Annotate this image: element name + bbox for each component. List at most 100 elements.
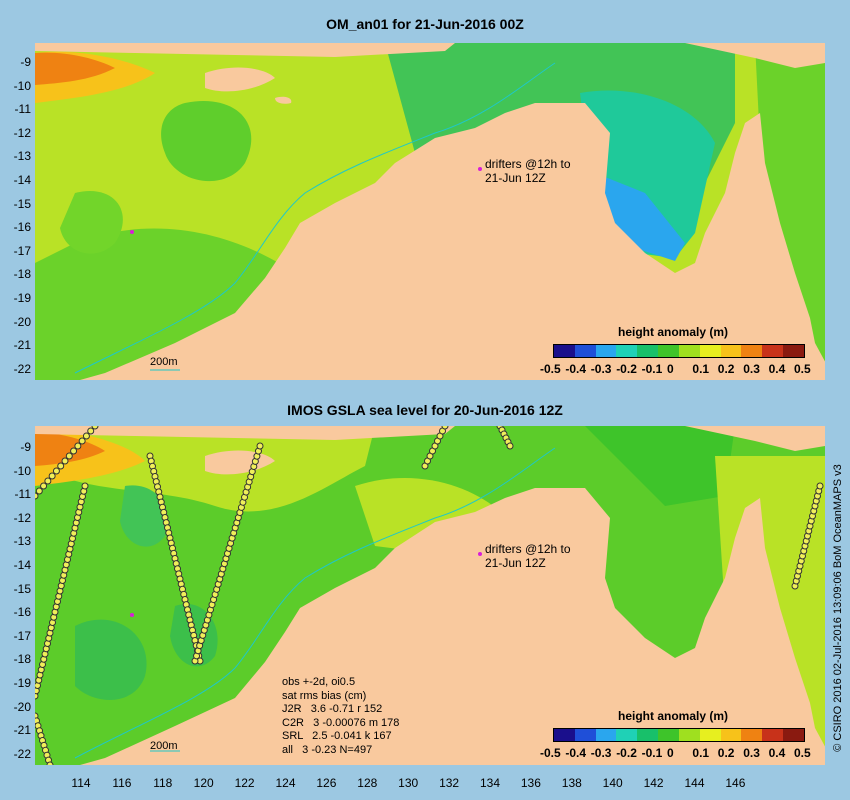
colorbar-tick: 0.1 <box>692 362 710 376</box>
altimeter-obs <box>48 472 56 480</box>
altimeter-obs <box>35 492 39 500</box>
colorbar-swatch <box>678 345 700 357</box>
lon-tick: 146 <box>725 776 746 790</box>
colorbar-tick: 0.4 <box>768 746 786 760</box>
altimeter-obs <box>40 482 48 490</box>
altimeter-obs <box>81 482 89 490</box>
bottom-colorbar <box>553 728 805 742</box>
drifter-point <box>130 230 134 234</box>
drifter-point <box>478 167 482 171</box>
altimeter-obs <box>816 482 824 490</box>
colorbar-swatch <box>783 729 804 741</box>
altimeter-obs <box>506 442 514 450</box>
colorbar-tick: -0.5 <box>540 746 561 760</box>
top-lat-tick: -21 <box>13 338 31 353</box>
colorbar-swatch <box>554 729 575 741</box>
colorbar-swatch <box>762 345 784 357</box>
bottom-map-panel[interactable] <box>35 426 825 765</box>
colorbar-tick: -0.2 <box>616 362 637 376</box>
top-lat-tick: -13 <box>13 149 31 164</box>
top-drifters-line1: drifters @12h to <box>485 157 571 171</box>
bottom-drifters-line1: drifters @12h to <box>485 542 571 556</box>
colorbar-swatch <box>554 345 575 357</box>
colorbar-swatch <box>720 345 742 357</box>
colorbar-swatch <box>678 729 700 741</box>
colorbar-tick: 0.2 <box>717 746 735 760</box>
top-lat-tick: -12 <box>13 125 31 140</box>
drifter-point <box>478 552 482 556</box>
colorbar-tick: -0.4 <box>565 746 587 760</box>
lon-tick: 140 <box>602 776 623 790</box>
top-lat-tick: -11 <box>14 102 31 117</box>
lon-tick: 134 <box>479 776 501 790</box>
bottom-lat-tick: -18 <box>13 652 31 667</box>
stats-line: obs +-2d, oi0.5 <box>282 676 356 688</box>
stats-line: C2R 3 -0.00076 m 178 <box>282 716 400 729</box>
top-lat-tick: -22 <box>13 361 31 376</box>
bottom-lat-tick: -14 <box>13 558 31 572</box>
top-map-panel[interactable] <box>35 43 825 380</box>
bottom-drifters-label: drifters @12h to 21-Jun 12Z <box>485 542 571 570</box>
top-drifters-label: drifters @12h to 21-Jun 12Z <box>485 157 571 185</box>
colorbar-tick: 0 <box>667 746 674 760</box>
lon-tick: 116 <box>112 776 132 790</box>
lon-tick: 118 <box>153 776 173 790</box>
top-lat-tick: -14 <box>13 173 31 187</box>
colorbar-tick: 0.3 <box>743 362 760 376</box>
colorbar-swatch <box>720 729 742 741</box>
top-lat-tick: -9 <box>20 55 31 69</box>
colorbar-swatch <box>616 345 638 357</box>
colorbar-swatch <box>616 729 638 741</box>
bottom-lat-tick: -15 <box>13 581 31 596</box>
bottom-lat-tick: -11 <box>14 487 31 502</box>
drifter-point <box>130 613 134 617</box>
bottom-lat-tick: -9 <box>20 440 31 454</box>
top-lat-tick: -15 <box>13 196 31 211</box>
colorbar-swatch <box>574 345 596 357</box>
altimeter-obs <box>35 692 39 700</box>
altimeter-obs <box>44 477 52 485</box>
colorbar-tick: 0.5 <box>794 746 811 760</box>
altimeter-obs <box>74 442 82 450</box>
altimeter-obs <box>441 426 449 430</box>
bottom-lat-tick: -19 <box>13 676 31 690</box>
altimeter-obs <box>52 467 60 475</box>
stats-line: all 3 -0.23 N=497 <box>282 743 373 756</box>
lon-tick: 144 <box>684 776 705 790</box>
bottom-map-canvas <box>35 426 825 765</box>
top-lat-tick: -17 <box>13 243 31 258</box>
bottom-scale-label: 200m <box>150 740 178 752</box>
altimeter-obs <box>70 447 78 455</box>
colorbar-tick: 0 <box>667 362 674 376</box>
top-scale-label: 200m <box>150 356 178 368</box>
bottom-lat-tick: -10 <box>13 463 31 478</box>
stats-line: sat rms bias (cm) <box>282 689 367 702</box>
colorbar-swatch <box>658 729 679 741</box>
colorbar-tick: -0.1 <box>641 746 663 760</box>
colorbar-swatch <box>574 729 596 741</box>
colorbar-swatch <box>595 729 617 741</box>
top-panel-title: OM_an01 for 21-Jun-2016 00Z <box>326 16 524 32</box>
colorbar-tick: -0.1 <box>641 362 663 376</box>
stats-box: obs +-2d, oi0.5 sat rms bias (cm) J2R 3.6 … <box>282 676 399 757</box>
top-map-canvas <box>35 43 825 380</box>
colorbar-swatch <box>595 345 617 357</box>
lon-tick: 130 <box>398 776 419 790</box>
credit-text: © CSIRO 2016 02-Jul-2016 13:09:06 BoM Oc… <box>832 464 844 752</box>
colorbar-swatch <box>741 729 763 741</box>
lon-tick: 120 <box>193 776 214 790</box>
altimeter-obs <box>82 432 90 440</box>
top-lat-tick: -16 <box>13 220 31 235</box>
bottom-lat-tick: -22 <box>13 746 31 761</box>
lon-tick: 128 <box>357 776 378 790</box>
bottom-lat-tick: -13 <box>13 534 31 549</box>
bottom-lat-tick: -17 <box>13 628 31 643</box>
lon-tick: 132 <box>439 776 460 790</box>
colorbar-tick: -0.5 <box>540 362 561 376</box>
bottom-panel-title: IMOS GSLA sea level for 20-Jun-2016 12Z <box>287 402 563 418</box>
lon-tick: 136 <box>520 776 541 790</box>
altimeter-obs <box>57 462 65 470</box>
bottom-lat-tick: -16 <box>13 605 31 620</box>
altimeter-obs <box>91 426 99 430</box>
colorbar-swatch <box>658 345 679 357</box>
